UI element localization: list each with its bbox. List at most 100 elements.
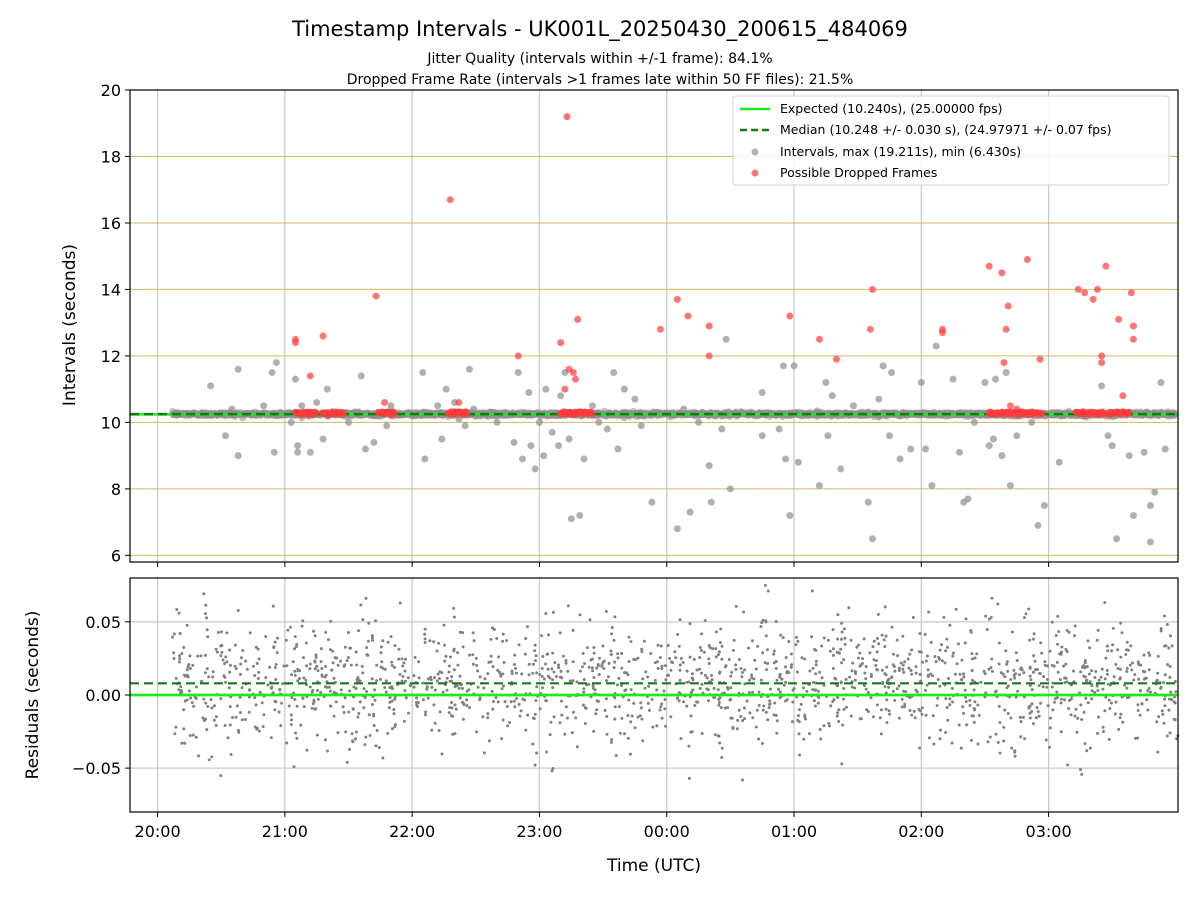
residual-point	[1119, 712, 1123, 716]
residual-point	[640, 717, 644, 721]
residual-point	[392, 712, 396, 716]
residual-point	[1090, 669, 1094, 673]
residual-point	[1133, 673, 1137, 677]
residual-point	[447, 664, 451, 668]
residual-point	[960, 658, 964, 662]
residual-point	[1031, 722, 1035, 726]
residual-point	[697, 667, 701, 671]
residual-point	[1129, 644, 1133, 648]
residual-point	[970, 652, 974, 656]
residual-point	[617, 676, 621, 680]
residual-point	[527, 662, 531, 666]
residual-point	[990, 657, 994, 661]
residual-point	[1088, 672, 1092, 676]
residual-point	[258, 690, 262, 694]
residual-point	[808, 669, 812, 673]
residual-point	[1096, 688, 1100, 692]
interval-point-118	[1112, 535, 1120, 543]
interval-point-104	[989, 435, 997, 443]
residual-point	[172, 651, 176, 655]
residual-point	[179, 685, 183, 689]
residual-point	[552, 715, 556, 719]
residual-point	[784, 680, 788, 684]
dropped-frame-point-45	[1119, 392, 1127, 400]
residual-point	[356, 678, 360, 682]
residual-point	[843, 636, 847, 640]
residual-point	[1030, 688, 1034, 692]
residual-point	[813, 704, 817, 708]
residual-point	[471, 631, 475, 635]
dropped-frame-point	[1038, 409, 1046, 417]
residual-point	[433, 721, 437, 725]
residual-point	[685, 680, 689, 684]
residual-point	[443, 659, 447, 663]
residual-point	[313, 634, 317, 638]
interval-point-53	[588, 402, 596, 410]
residual-point	[795, 670, 799, 674]
top-ytick-label-0: 6	[111, 546, 121, 565]
dropped-frame-point	[312, 409, 320, 417]
residual-point	[1114, 663, 1118, 667]
residual-point	[227, 686, 231, 690]
residual-point	[1136, 703, 1140, 707]
residual-point	[239, 656, 243, 660]
residual-point	[796, 639, 800, 643]
residual-point	[910, 713, 914, 717]
dropped-frame-point-21	[786, 312, 794, 320]
residual-point	[620, 652, 624, 656]
residual-point	[757, 703, 761, 707]
residual-point	[1161, 712, 1165, 716]
dropped-frame-point-23	[832, 355, 840, 363]
dropped-frame-point-2	[306, 372, 314, 380]
residual-point	[973, 708, 977, 712]
residual-point	[402, 661, 406, 665]
residual-point	[1130, 668, 1134, 672]
residual-point	[914, 671, 918, 675]
residual-point	[740, 778, 744, 782]
residual-point	[900, 705, 904, 709]
residual-point	[835, 714, 839, 718]
residual-point	[450, 700, 454, 704]
residual-point	[862, 637, 866, 641]
residual-point	[1055, 696, 1059, 700]
residual-point	[339, 688, 343, 692]
residual-point	[1163, 704, 1167, 708]
residual-point	[1010, 630, 1014, 634]
residual-point	[491, 665, 495, 669]
residual-point	[969, 738, 973, 742]
residual-point	[906, 657, 910, 661]
residual-point	[559, 699, 563, 703]
residual-point	[527, 673, 531, 677]
residual-point	[1095, 683, 1099, 687]
residual-point	[499, 672, 503, 676]
residual-point	[643, 686, 647, 690]
residual-point	[1013, 754, 1017, 758]
residual-point	[560, 676, 564, 680]
residual-point	[703, 673, 707, 677]
interval-point-106	[998, 452, 1006, 460]
residual-point	[380, 660, 384, 664]
interval-point-88	[879, 362, 887, 370]
residual-point	[254, 703, 258, 707]
residual-point	[465, 689, 469, 693]
residual-point	[1058, 678, 1062, 682]
residual-point	[305, 748, 309, 752]
interval-point-119	[1125, 452, 1133, 460]
residual-point	[417, 676, 421, 680]
residual-point	[741, 719, 745, 723]
residual-point	[948, 623, 952, 627]
residual-point	[519, 709, 523, 713]
residual-point	[440, 752, 444, 756]
residual-point	[220, 650, 224, 654]
residual-point	[412, 674, 416, 678]
residual-point	[610, 625, 614, 629]
residual-point	[742, 610, 746, 614]
residual-point	[1048, 726, 1052, 730]
dropped-frame-point-15	[574, 315, 582, 323]
residual-point	[591, 686, 595, 690]
residual-point	[750, 673, 754, 677]
bottom-xtick-label-6: 02:00	[898, 822, 944, 841]
residual-point	[214, 647, 218, 651]
residual-point	[370, 636, 374, 640]
residual-point	[1041, 685, 1045, 689]
